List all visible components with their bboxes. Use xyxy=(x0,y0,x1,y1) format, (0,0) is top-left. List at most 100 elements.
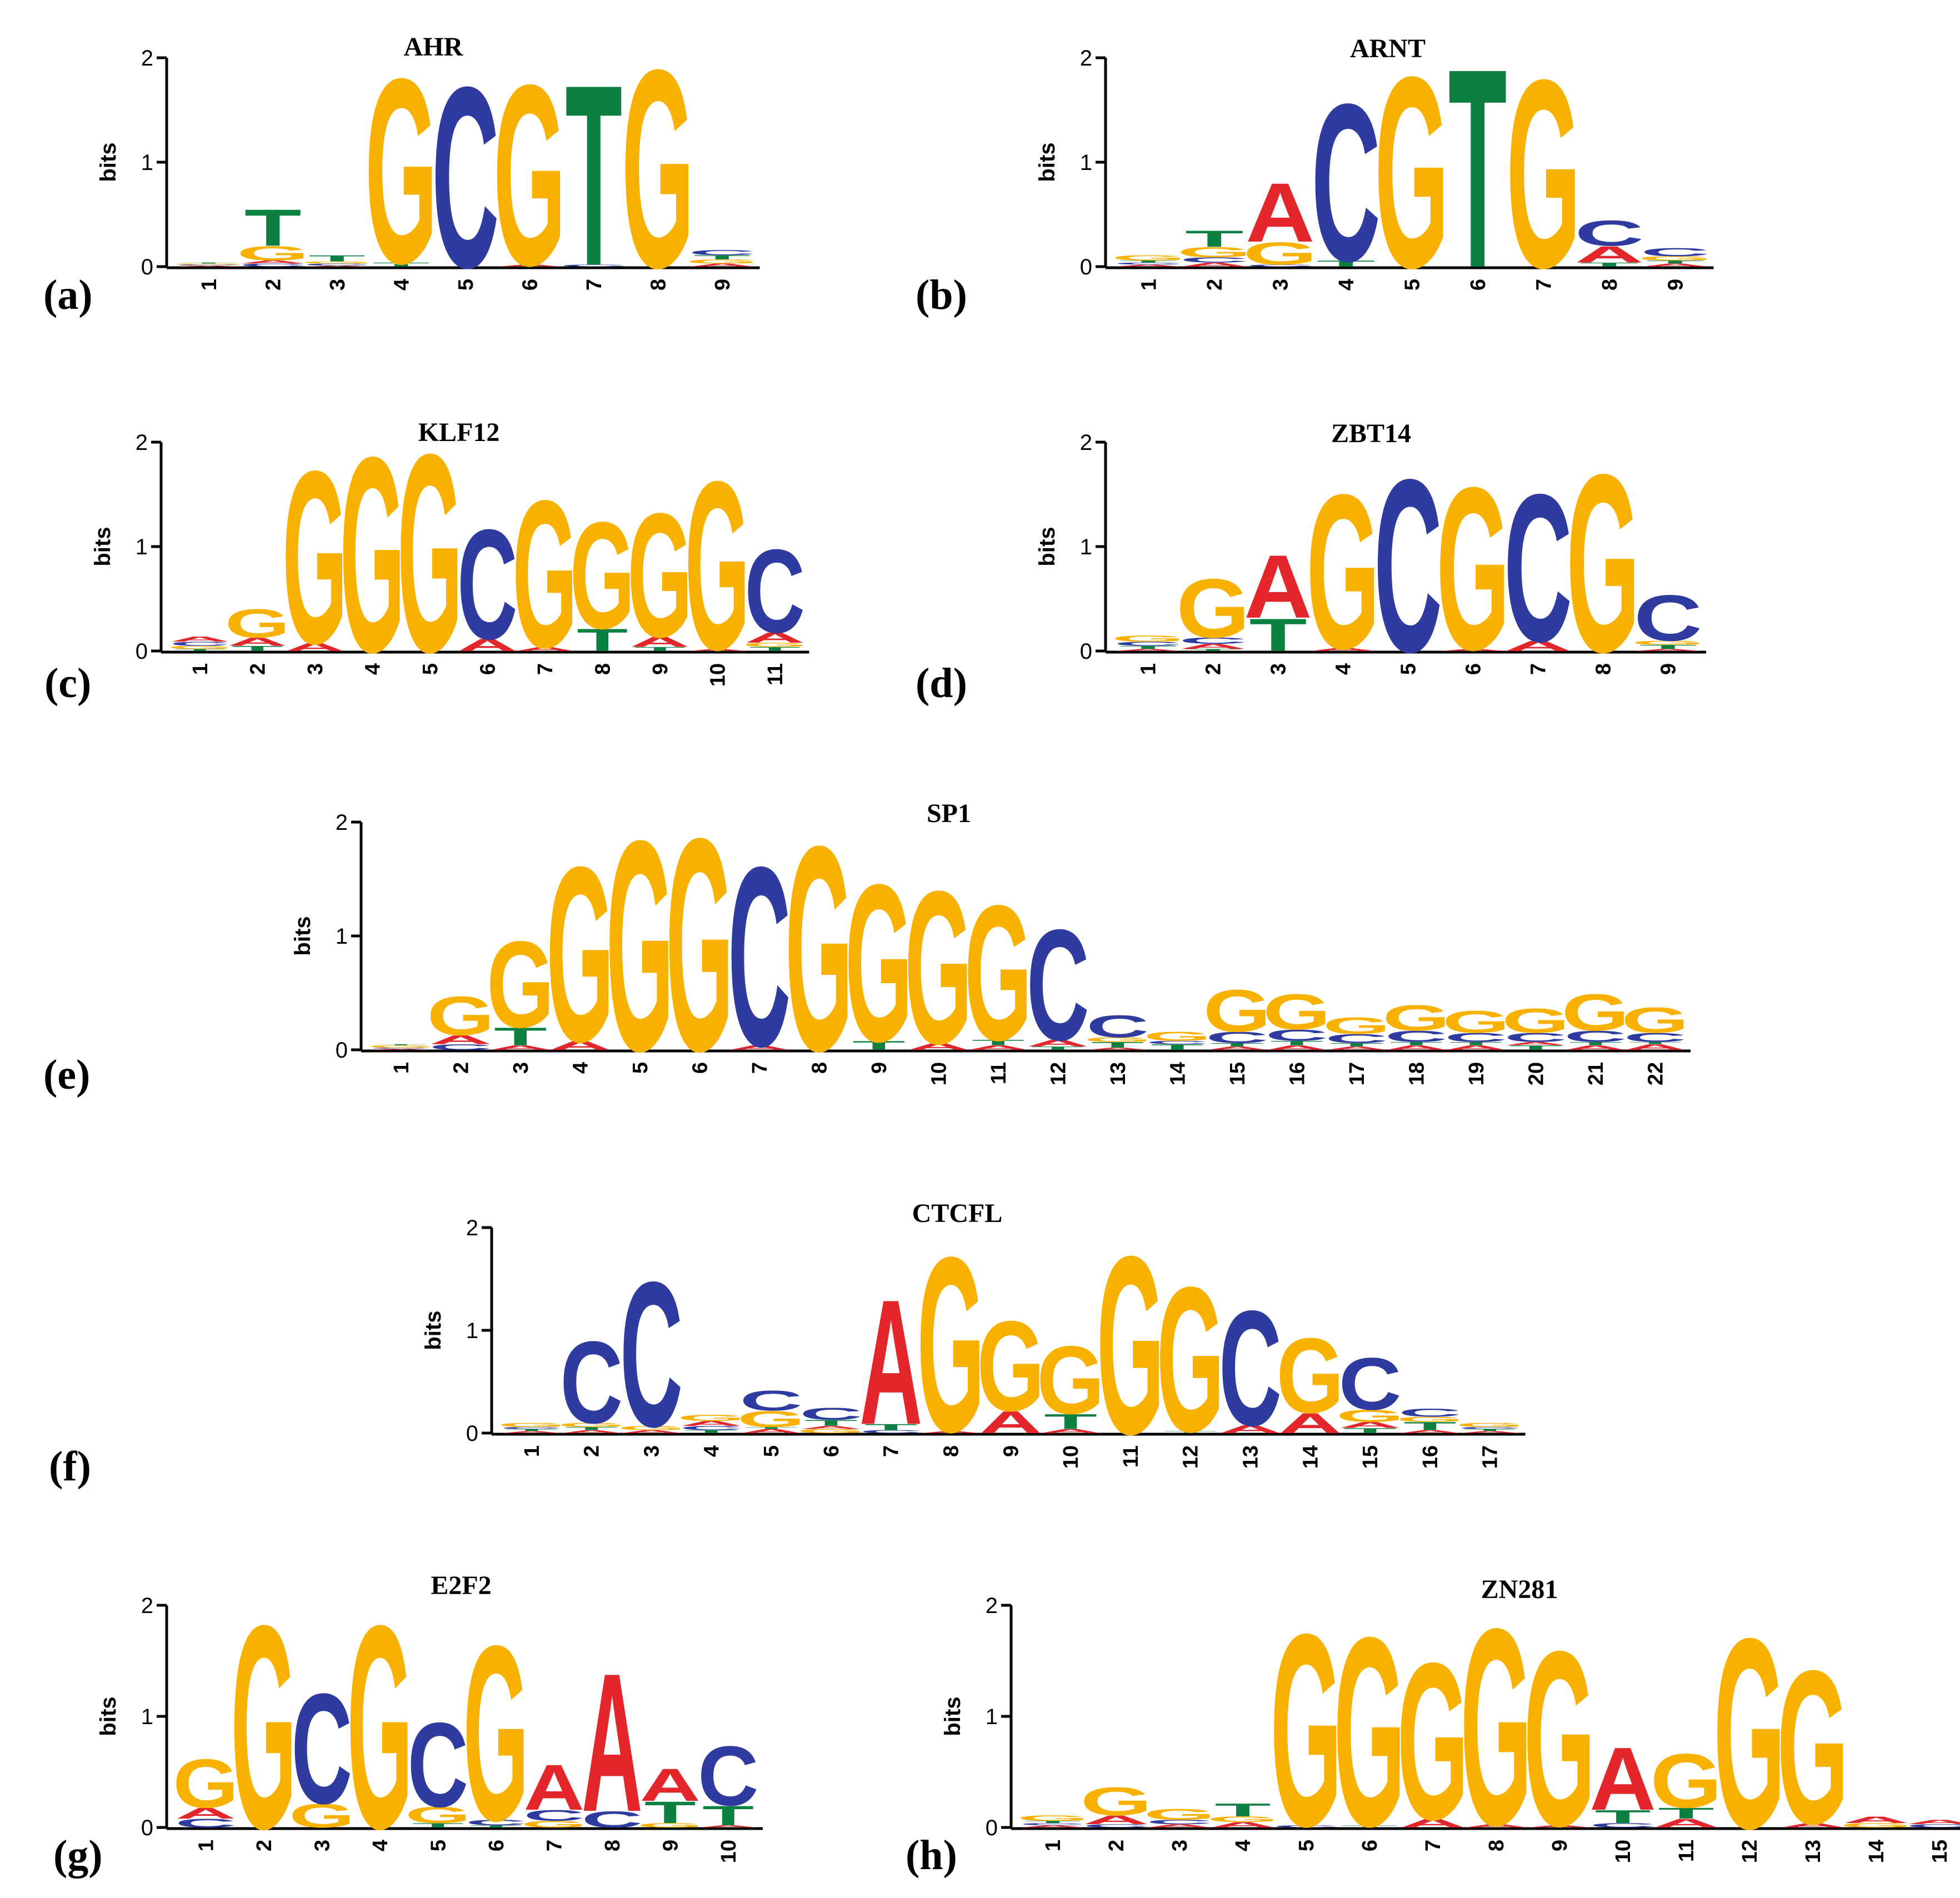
logo-column: GA xyxy=(1841,1815,1912,1829)
logo-letter-A: A xyxy=(1444,1044,1507,1051)
logo-column: GC xyxy=(289,1661,354,1837)
logo-letter-T: T xyxy=(852,1038,906,1053)
logo-column: TA xyxy=(1244,537,1312,661)
logo-letter-C: C xyxy=(1114,640,1182,647)
logo-column: TGC xyxy=(405,1697,471,1832)
logo-letter-T: T xyxy=(244,198,302,257)
chart-title: ZN281 xyxy=(1481,1575,1558,1604)
logo-letter-T: T xyxy=(1646,259,1704,264)
logo-column: CAG xyxy=(173,1745,238,1830)
logo-letter-G: G xyxy=(742,642,807,648)
logo-column: AG xyxy=(546,815,614,1094)
x-tick-label: 3 xyxy=(1267,663,1291,675)
logo-column: GTA xyxy=(637,1759,703,1830)
logo-letter-A: A xyxy=(1206,1045,1268,1050)
panel-label: (f) xyxy=(49,1443,91,1490)
logo-letter-A: A xyxy=(1266,1044,1328,1051)
logo-letter-T: T xyxy=(864,1422,918,1431)
logo-letter-T: T xyxy=(804,1418,858,1428)
logo-letter-G: G xyxy=(1111,634,1184,644)
panel-label: (d) xyxy=(916,660,967,707)
chart-title: E2F2 xyxy=(431,1571,491,1600)
logo-letter-C: C xyxy=(1179,256,1249,264)
logo-letter-A: A xyxy=(859,1262,922,1462)
logo-letter-G: G xyxy=(1461,1570,1532,1884)
logo-letter-C: C xyxy=(1906,1824,1960,1829)
x-tick-label: 14 xyxy=(1299,1445,1322,1469)
logo-letter-A: A xyxy=(489,1044,552,1051)
logo-column: G xyxy=(1374,20,1449,324)
logo-letter-T: T xyxy=(1091,1040,1144,1049)
y-tick-label: 2 xyxy=(336,810,348,835)
y-tick-label: 1 xyxy=(466,1319,478,1343)
logo-letter-A: A xyxy=(284,640,345,653)
logo-letter-A: A xyxy=(1843,1815,1909,1825)
y-tick-label: 0 xyxy=(141,1816,153,1840)
x-tick-label: 3 xyxy=(641,1445,664,1457)
x-tick-label: 5 xyxy=(760,1445,783,1457)
logo-letter-A: A xyxy=(1439,648,1507,652)
y-tick-label: 0 xyxy=(466,1421,478,1446)
logo-letter-C: C xyxy=(1504,450,1572,685)
logo-letter-C: C xyxy=(1312,57,1381,308)
logo-column: ATG xyxy=(1037,1326,1104,1435)
y-tick-label: 0 xyxy=(141,255,153,279)
logo-column: CG xyxy=(1271,1578,1342,1884)
logo-letter-A: A xyxy=(1634,648,1702,652)
y-tick-label: 1 xyxy=(336,924,348,949)
logo-letter-G: G xyxy=(289,1797,354,1835)
logo-letter-A: A xyxy=(227,635,288,648)
logo-letter-G: G xyxy=(512,457,577,692)
logo-letter-T: T xyxy=(374,1044,428,1045)
x-tick-label: 11 xyxy=(1119,1445,1143,1468)
y-tick-label: 2 xyxy=(466,1216,478,1240)
x-tick-label: 13 xyxy=(1802,1840,1825,1863)
logo-letter-G: G xyxy=(487,915,554,1054)
x-tick-label: 19 xyxy=(1465,1062,1488,1085)
logo-letter-T: T xyxy=(565,32,622,320)
logo-column: G xyxy=(1714,1582,1786,1885)
logo-letter-C: C xyxy=(799,1404,862,1423)
logo-column: C xyxy=(432,34,499,322)
logo-column: AG xyxy=(1397,1616,1469,1866)
logo-column: AG xyxy=(1276,1316,1344,1439)
logo-letter-C: C xyxy=(369,1047,432,1049)
x-tick-label: 14 xyxy=(1865,1840,1888,1863)
logo-column: TCG xyxy=(1143,1029,1211,1051)
x-tick-label: 5 xyxy=(454,279,478,291)
logo-letter-G: G xyxy=(637,1822,703,1829)
chart-title: AHR xyxy=(404,32,464,62)
x-tick-label: 1 xyxy=(1137,663,1161,675)
logo-letter-A: A xyxy=(1504,1041,1567,1046)
logo-letter-A: A xyxy=(369,1048,432,1050)
y-axis-label: bits xyxy=(291,916,315,955)
y-axis-label: bits xyxy=(91,527,115,566)
x-tick-label: 7 xyxy=(748,1062,772,1074)
logo-column: G xyxy=(231,1566,297,1890)
y-tick-label: 1 xyxy=(141,151,153,175)
x-tick-label: 10 xyxy=(706,663,729,687)
x-tick-label: 3 xyxy=(1168,1840,1192,1851)
logo-column: G xyxy=(666,775,733,1114)
x-tick-label: 2 xyxy=(449,1062,473,1074)
logo-letter-A: A xyxy=(1906,1819,1960,1825)
y-tick-label: 1 xyxy=(986,1705,998,1729)
logo-letter-A: A xyxy=(429,1033,492,1047)
x-tick-label: 16 xyxy=(1419,1445,1442,1469)
logo-letter-G: G xyxy=(1084,1036,1152,1043)
x-tick-label: 12 xyxy=(1738,1840,1762,1863)
logo-letter-C: C xyxy=(1589,1822,1656,1829)
logo-letter-A: A xyxy=(549,1038,612,1053)
logo-letter-T: T xyxy=(180,262,237,264)
logo-column: AG xyxy=(1436,439,1509,699)
logo-column: CTA xyxy=(859,1262,922,1462)
logo-letter-G: G xyxy=(365,23,438,319)
